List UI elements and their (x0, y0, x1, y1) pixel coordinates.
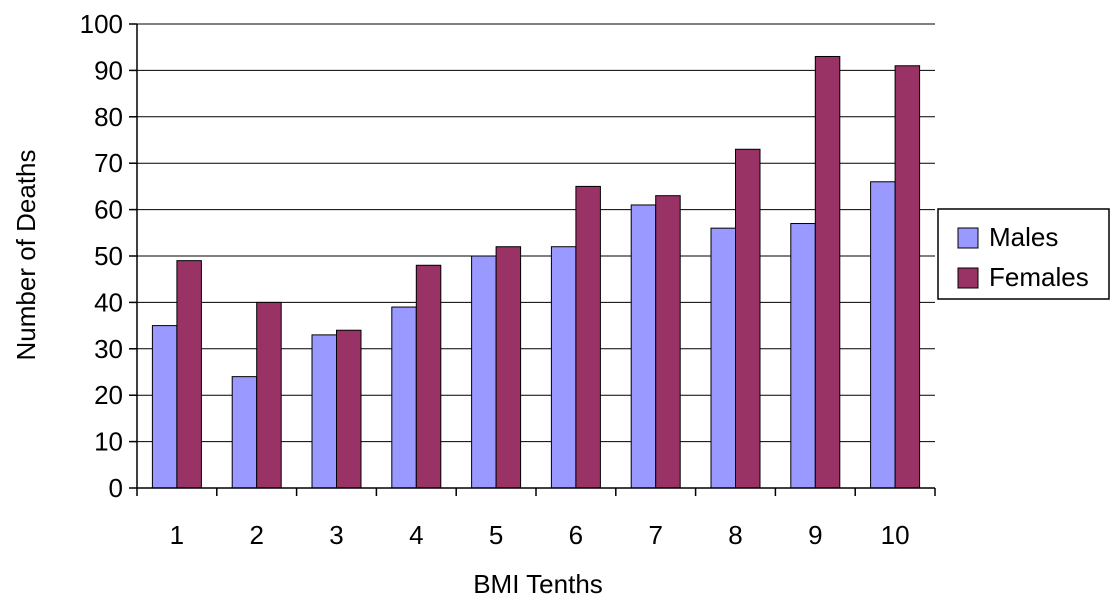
x-tick-label: 8 (728, 520, 742, 550)
bar-males-9 (790, 223, 816, 489)
y-tick-label: 50 (94, 241, 123, 271)
x-tick-label: 7 (648, 520, 662, 550)
x-tick-label: 4 (409, 520, 423, 550)
bar-females-10 (894, 65, 921, 489)
y-tick-label: 80 (94, 102, 123, 132)
tick-labels: 0 10 20 30 40 50 60 70 80 90 100 1 2 3 4 5 6 7 8 9 10 (80, 9, 910, 550)
bar-females-3 (336, 329, 362, 489)
x-axis-title: BMI Tenths (473, 569, 603, 599)
legend: Males Females (937, 208, 1110, 300)
y-tick-label: 100 (80, 9, 123, 39)
bar-males-10 (870, 181, 896, 489)
bar-males-6 (550, 246, 577, 489)
x-tick-label: 3 (329, 520, 343, 550)
bar-females-8 (735, 148, 761, 489)
bar-females-9 (814, 55, 841, 489)
x-tick-label: 5 (489, 520, 503, 550)
bar-males-8 (710, 227, 736, 489)
y-tick-label: 90 (94, 55, 123, 85)
x-tick-label: 1 (170, 520, 184, 550)
legend-label-females: Females (989, 262, 1089, 292)
bar-females-1 (176, 260, 202, 489)
x-tick-label: 6 (569, 520, 583, 550)
bar-females-7 (655, 195, 681, 489)
bar-females-2 (256, 301, 282, 489)
y-tick-label: 30 (94, 334, 123, 364)
bar-males-5 (471, 255, 497, 489)
y-tick-label: 10 (94, 427, 123, 457)
y-tick-label: 20 (94, 380, 123, 410)
x-tick-label: 10 (881, 520, 910, 550)
bar-males-3 (311, 334, 337, 489)
legend-swatch-males (957, 227, 979, 249)
x-tick-label: 9 (808, 520, 822, 550)
y-tick-label: 0 (109, 473, 123, 503)
bar-males-1 (151, 325, 178, 489)
x-tick-label: 2 (249, 520, 263, 550)
y-axis-title: Number of Deaths (11, 150, 41, 361)
bar-females-5 (495, 246, 522, 489)
bar-males-2 (231, 376, 258, 489)
bar-females-4 (415, 264, 442, 489)
y-tick-label: 70 (94, 148, 123, 178)
bar-males-7 (630, 204, 657, 489)
axes (129, 23, 936, 496)
legend-label-males: Males (989, 222, 1058, 252)
bar-males-4 (391, 306, 417, 489)
bar-females-6 (575, 185, 601, 489)
bars (151, 55, 921, 489)
y-tick-label: 40 (94, 287, 123, 317)
legend-swatch-females (957, 267, 979, 289)
y-tick-label: 60 (94, 195, 123, 225)
